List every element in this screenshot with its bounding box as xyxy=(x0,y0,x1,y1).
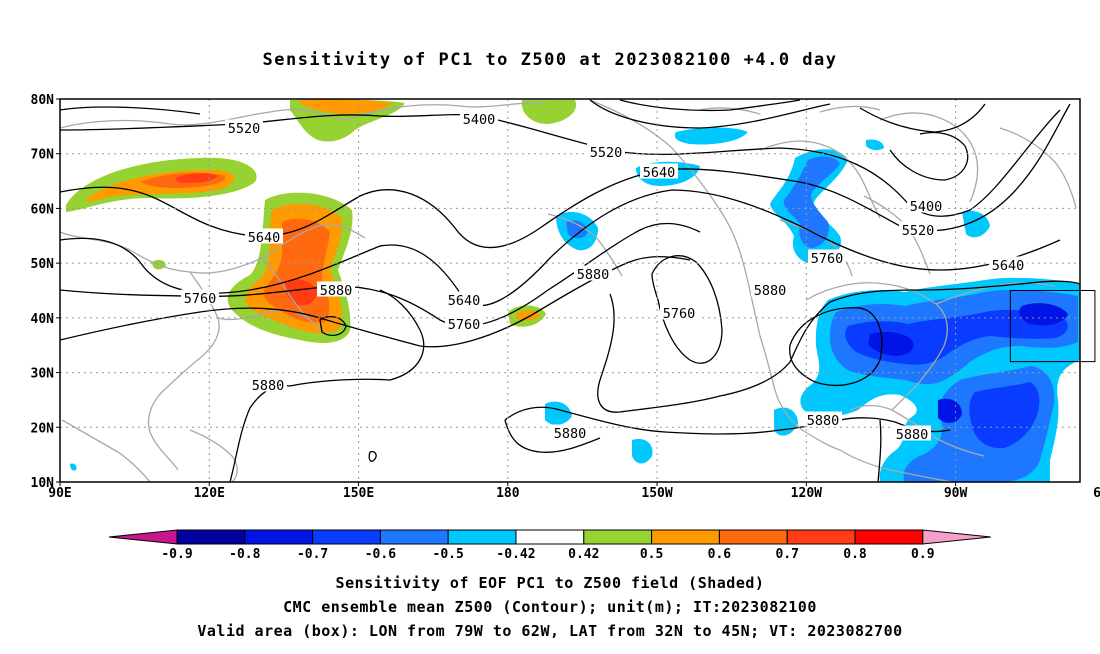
lon-label: 60W xyxy=(1093,486,1100,501)
colorbar-label: -0.42 xyxy=(496,547,535,562)
contour-label-bg xyxy=(245,228,283,244)
contour-label-bg xyxy=(445,315,483,331)
colorbar-label: 0.8 xyxy=(843,547,867,562)
lon-label: 150E xyxy=(343,486,374,501)
colorbar-segment xyxy=(786,529,856,545)
colorbar-segment xyxy=(583,529,653,545)
colorbar-label: 0.7 xyxy=(775,547,798,562)
contour-label: 5520 xyxy=(228,121,261,137)
colorbar: -0.9 -0.8 -0.7 -0.6 -0.5 -0.42 0.42 0.5 0.6 0.7 0.… xyxy=(108,529,991,562)
contour-label-bg xyxy=(660,304,698,320)
lat-label: 80N xyxy=(31,93,55,108)
lat-label: 30N xyxy=(31,367,55,382)
contour-label-bg xyxy=(808,249,846,265)
lat-label: 20N xyxy=(31,421,55,436)
contour-label: 5640 xyxy=(992,258,1025,274)
contour-label: 5760 xyxy=(811,251,844,267)
colorbar-label: -0.8 xyxy=(229,547,260,562)
contour-label-bg xyxy=(460,110,498,126)
colorbar-segment xyxy=(312,529,381,545)
contour-label-bg xyxy=(445,291,483,307)
colorbar-segment xyxy=(379,529,449,545)
colorbar-label: -0.9 xyxy=(161,547,192,562)
lat-label: 40N xyxy=(31,312,55,327)
colorbar-label: -0.7 xyxy=(297,547,328,562)
lat-label: 10N xyxy=(31,476,55,491)
lat-label: 70N xyxy=(31,148,55,163)
lat-lon-grid xyxy=(60,99,1080,482)
colorbar-segment xyxy=(244,529,314,545)
contour-label-bg xyxy=(225,119,263,135)
contour-label-bg xyxy=(574,265,612,281)
contour-label: 5880 xyxy=(807,413,840,429)
colorbar-label: -0.6 xyxy=(365,547,396,562)
contour-label: 5640 xyxy=(448,293,481,309)
contour-label: 5520 xyxy=(902,223,935,239)
colorbar-segment xyxy=(515,529,585,545)
contour-label: 5880 xyxy=(577,267,610,283)
contour-label: 5880 xyxy=(252,378,285,394)
contour-label-bg xyxy=(181,289,219,305)
colorbar-label: 0.42 xyxy=(568,547,599,562)
colorbar-label: 0.9 xyxy=(911,547,934,562)
lon-label: 120W xyxy=(791,486,822,501)
lon-label: 150W xyxy=(641,486,672,501)
map-frame xyxy=(59,98,1081,483)
figure-title: Sensitivity of PC1 to Z500 at 2023082100… xyxy=(262,50,838,70)
colorbar-under-triangle xyxy=(108,529,178,545)
caption-line-2: CMC ensemble mean Z500 (Contour); unit(m… xyxy=(283,598,817,616)
lon-label: 120E xyxy=(194,486,225,501)
contour-label: 5880 xyxy=(320,283,353,299)
caption-line-1: Sensitivity of EOF PC1 to Z500 field (Sh… xyxy=(335,574,765,592)
lon-label: 90W xyxy=(944,486,968,501)
contour-label: 5400 xyxy=(463,112,496,128)
valid-area-box xyxy=(1009,290,1096,363)
contour-label: 5760 xyxy=(184,291,217,307)
contour-label-bg xyxy=(751,281,789,297)
contour-label-bg xyxy=(804,411,842,427)
lat-label: 50N xyxy=(31,257,55,272)
contour-label-bg xyxy=(989,256,1027,272)
lat-label: 60N xyxy=(31,202,55,217)
colorbar-label: -0.5 xyxy=(433,547,464,562)
contour-label: 5520 xyxy=(590,145,623,161)
colorbar-segment xyxy=(447,529,517,545)
contour-label: 5640 xyxy=(248,230,281,246)
contour-label-bg xyxy=(640,163,678,179)
longitude-labels: 90E 120E 150E 180 150W 120W 90W 60W xyxy=(48,482,1100,501)
contour-label: 5640 xyxy=(643,165,676,181)
contour-label-bg xyxy=(249,376,287,392)
contour-label: 5880 xyxy=(896,427,929,443)
contour-label: 5880 xyxy=(754,283,787,299)
contour-label-bg xyxy=(317,281,355,297)
contour-label-bg xyxy=(899,221,937,237)
colorbar-segment xyxy=(176,529,246,545)
lon-label: 90E xyxy=(48,486,71,501)
colorbar-label: 0.6 xyxy=(708,547,732,562)
lon-label: 180 xyxy=(496,486,520,501)
colorbar-segment xyxy=(718,529,788,545)
contour-label: 5400 xyxy=(910,199,943,215)
contour-label-bg xyxy=(551,424,589,440)
colorbar-segment xyxy=(651,529,720,545)
colorbar-label: 0.5 xyxy=(640,547,663,562)
latitude-labels: 80N 70N 60N 50N 40N 30N 20N 10N xyxy=(31,93,60,491)
contour-label: 5880 xyxy=(554,426,587,442)
contour-label-bg xyxy=(893,425,931,441)
contour-label: 5760 xyxy=(448,317,481,333)
contour-label-bg xyxy=(907,197,945,213)
contour-label: 5760 xyxy=(663,306,696,322)
colorbar-segment xyxy=(854,529,924,545)
contour-label-bg xyxy=(587,143,625,159)
colorbar-over-triangle xyxy=(922,529,991,545)
caption-line-3: Valid area (box): LON from 79W to 62W, L… xyxy=(197,622,903,640)
contour-labels: 5520 5400 5520 5640 5400 5520 5640 5640 5760 5880… xyxy=(181,110,1027,443)
